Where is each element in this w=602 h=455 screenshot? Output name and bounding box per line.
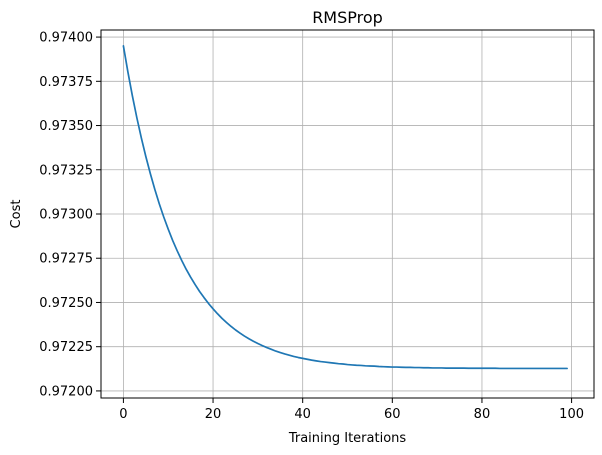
- grid: [101, 30, 594, 398]
- y-tick-label: 0.97350: [39, 119, 93, 134]
- x-tick-label: 80: [474, 407, 491, 422]
- x-tick-label: 100: [559, 407, 584, 422]
- ticks: 0 20 40 60 80 100 0.97200 0.97225 0.97250 0.97275…: [39, 31, 584, 422]
- series-layer: [122, 45, 568, 370]
- y-tick-label: 0.97250: [39, 296, 93, 311]
- y-tick-label: 0.97225: [39, 340, 93, 355]
- x-axis-title: Training Iterations: [288, 431, 407, 446]
- y-tick-label: 0.97300: [39, 208, 93, 223]
- chart-title: RMSProp: [312, 8, 383, 27]
- y-tick-label: 0.97275: [39, 252, 93, 267]
- x-tick-label: 60: [384, 407, 401, 422]
- x-tick-label: 40: [294, 407, 311, 422]
- y-axis-title: Cost: [9, 200, 24, 229]
- y-tick-label: 0.97325: [39, 163, 93, 178]
- x-tick-label: 20: [205, 407, 222, 422]
- y-tick-label: 0.97375: [39, 75, 93, 90]
- y-tick-label: 0.97200: [39, 384, 93, 399]
- y-tick-label: 0.97400: [39, 31, 93, 46]
- x-tick-label: 0: [119, 407, 127, 422]
- cost-series-line: [122, 45, 568, 370]
